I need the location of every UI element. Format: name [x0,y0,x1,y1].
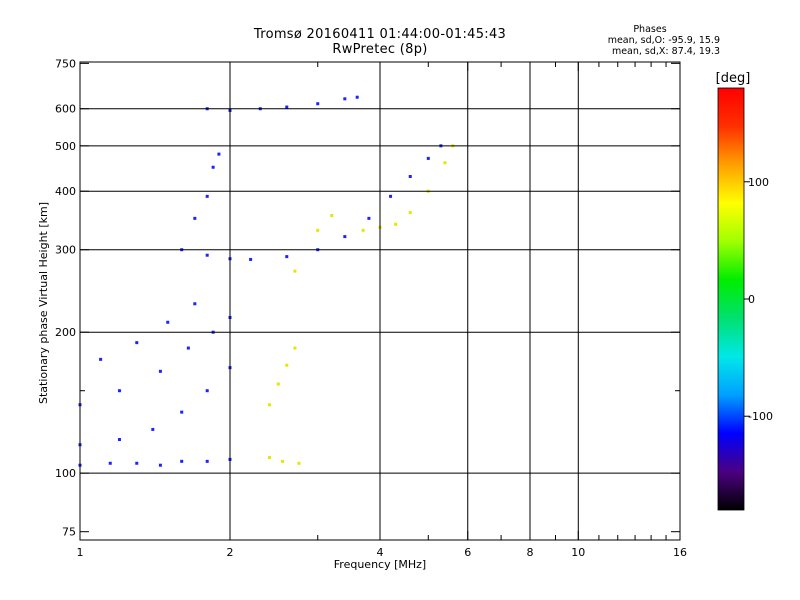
data-point [135,341,139,345]
axis-ticks [79,62,681,540]
data-point [276,382,280,386]
colorbar-tick-label: 0 [748,293,755,306]
data-point [343,235,347,239]
data-point [316,228,320,232]
x-tick-label: 1 [77,546,84,559]
data-point [205,253,209,257]
data-point [193,216,197,220]
data-point [443,161,447,165]
data-point [193,302,197,306]
data-point [205,389,209,393]
data-point [389,194,393,198]
data-point [180,459,184,463]
y-tick-label: 500 [55,140,76,153]
data-point [293,346,297,350]
y-tick-label: 750 [55,57,76,70]
phases-stats-x: mean, sd,X: 87.4, 19.3 [611,46,720,57]
data-point [108,461,112,465]
data-points [78,95,455,467]
y-tick-label: 75 [62,526,76,539]
data-point [186,346,190,350]
data-point [316,102,320,106]
colorbar-tick-label: -100 [748,410,773,423]
y-tick-label: 100 [55,467,76,480]
y-tick-labels: 75 100 200 300 400 500 600 750 [55,57,76,538]
data-point [205,194,209,198]
data-point [217,152,221,156]
data-point [285,255,289,259]
y-tick-label: 300 [55,244,76,257]
data-point [158,369,162,373]
data-point [211,165,215,169]
x-tick-labels: 1 2 4 6 8 10 16 [77,546,688,559]
data-point [408,175,412,179]
y-axis-label: Stationary phase Virtual Height [km] [37,202,50,404]
data-point [135,461,139,465]
chart-title: Tromsø 20160411 01:44:00-01:45:43 [253,27,507,42]
colorbar-tick-label: 100 [748,176,769,189]
data-point [117,389,121,393]
data-point [267,456,271,460]
data-point [394,222,398,226]
data-point [166,320,170,324]
x-tick-label: 2 [227,546,234,559]
chart-subtitle: RwPretec (8p) [332,42,428,57]
data-point [285,105,289,109]
y-tick-label: 200 [55,326,76,339]
data-point [151,427,155,431]
phases-stats-title: Phases [633,24,667,35]
x-tick-label: 8 [527,546,534,559]
data-point [285,363,289,367]
y-tick-label: 600 [55,103,76,116]
data-point [343,97,347,101]
data-point [355,95,359,99]
data-point [330,213,334,217]
data-point [205,459,209,463]
colorbar [717,87,745,511]
colorbar-ticks: 100 0 -100 [744,176,773,423]
x-tick-label: 6 [464,546,471,559]
x-axis-label: Frequency [MHz] [334,558,426,571]
x-tick-label: 4 [377,546,384,559]
gridlines [80,62,680,540]
x-tick-label: 10 [571,546,585,559]
data-point [367,216,371,220]
y-tick-label: 400 [55,185,76,198]
data-point [297,461,301,465]
data-point [293,269,297,273]
data-point [408,211,412,215]
data-point [361,228,365,232]
x-tick-label: 16 [673,546,687,559]
data-point [281,459,285,463]
data-point [158,463,162,467]
phases-stats-o: mean, sd,O: -95.9, 15.9 [607,35,720,46]
colorbar-label: [deg] [716,71,751,86]
data-point [99,357,103,361]
data-point [426,156,430,160]
data-point [267,403,271,407]
data-point [249,257,253,261]
data-point [180,410,184,414]
data-point [117,438,121,442]
